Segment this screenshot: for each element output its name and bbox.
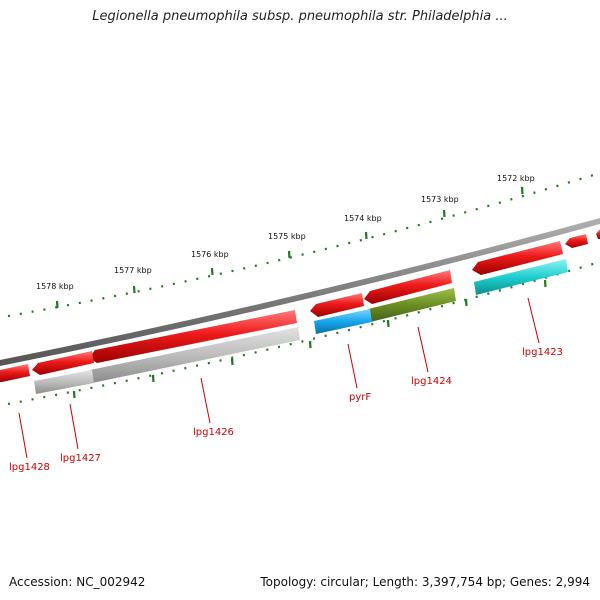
- forward-strand-genes: [0, 229, 600, 382]
- gene-label-lpg1424[interactable]: lpg1424: [411, 376, 452, 387]
- gene-label-lpg1428[interactable]: lpg1428: [9, 462, 50, 473]
- gene-feature[interactable]: [565, 234, 588, 248]
- map-title: Legionella pneumophila subsp. pneumophil…: [92, 9, 508, 24]
- gene-lpg1427-strand[interactable]: [32, 351, 94, 375]
- gene-lpg1426-cds[interactable]: [90, 327, 300, 383]
- gene-label-lpg1427[interactable]: lpg1427: [60, 453, 101, 464]
- scale-arc-outer: [7, 171, 600, 318]
- gene-feature[interactable]: [596, 229, 600, 239]
- label-leader-lines: [18, 297, 540, 459]
- scale-major-ticks-inner: [72, 279, 547, 399]
- tick-label-1578: 1578 kbp: [36, 282, 74, 291]
- gene-pyrF-cds[interactable]: [314, 309, 372, 334]
- tick-label-1574: 1574 kbp: [344, 214, 382, 223]
- accession-text: Accession: NC_002942: [9, 575, 146, 589]
- gene-pyrF-strand[interactable]: [310, 293, 364, 317]
- tick-label-1572: 1572 kbp: [497, 174, 535, 183]
- scale-arc-inner: [7, 260, 600, 406]
- tick-label-1575: 1575 kbp: [268, 232, 306, 241]
- gene-lpg1424-cds[interactable]: [368, 288, 456, 322]
- gene-lpg1426-strand[interactable]: [89, 310, 297, 363]
- gene-lpg1428[interactable]: [0, 364, 30, 382]
- gene-lpg1423[interactable]: [472, 241, 563, 275]
- gene-lpg1427-cds[interactable]: [34, 370, 94, 394]
- gene-lpg1424-strand[interactable]: [364, 270, 452, 304]
- gene-label-pyrF[interactable]: pyrF: [349, 392, 371, 403]
- tick-label-1573: 1573 kbp: [421, 195, 459, 204]
- gene-label-lpg1426[interactable]: lpg1426: [193, 427, 234, 438]
- lower-track-genes: [34, 259, 568, 394]
- tick-label-1576: 1576 kbp: [191, 250, 229, 259]
- gene-label-lpg1423[interactable]: lpg1423: [522, 347, 563, 358]
- scale-major-ticks-outer: [55, 186, 524, 309]
- tick-label-1577: 1577 kbp: [114, 266, 152, 275]
- gene-lpg1423-cds[interactable]: [474, 259, 568, 295]
- topology-text: Topology: circular; Length: 3,397,754 bp…: [260, 575, 590, 589]
- genome-backbone: [0, 218, 600, 366]
